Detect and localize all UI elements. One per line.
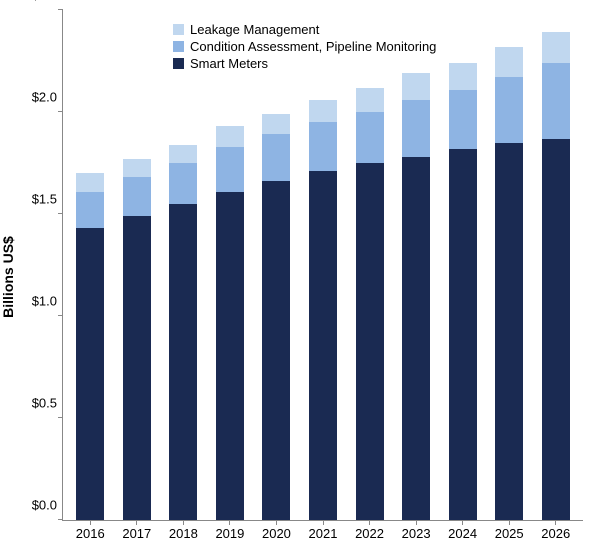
y-tick-label: $0.5 xyxy=(32,396,57,411)
y-tick-mark xyxy=(58,519,63,520)
bar-slot: 2018 xyxy=(160,10,207,520)
bar xyxy=(76,173,104,520)
bar-segment-condition_assessment xyxy=(402,100,430,157)
bar xyxy=(402,73,430,520)
bar-segment-condition_assessment xyxy=(309,122,337,171)
bar-segment-smart_meters xyxy=(495,143,523,520)
x-tick-mark xyxy=(136,520,137,525)
x-tick-label: 2018 xyxy=(169,526,198,541)
x-tick-mark xyxy=(276,520,277,525)
bar xyxy=(356,88,384,520)
bar-slot: 2026 xyxy=(532,10,579,520)
bar-slot: 2017 xyxy=(114,10,161,520)
bar-segment-leakage_management xyxy=(216,126,244,146)
bar-segment-smart_meters xyxy=(309,171,337,520)
bar-slot: 2020 xyxy=(253,10,300,520)
x-tick-mark xyxy=(229,520,230,525)
x-tick-label: 2023 xyxy=(402,526,431,541)
bar xyxy=(169,145,197,520)
bar-segment-condition_assessment xyxy=(216,147,244,192)
bar-segment-smart_meters xyxy=(76,228,104,520)
x-tick-label: 2021 xyxy=(309,526,338,541)
bar-segment-leakage_management xyxy=(169,145,197,163)
x-tick-mark xyxy=(416,520,417,525)
bar-segment-smart_meters xyxy=(449,149,477,520)
bar xyxy=(449,63,477,520)
bar-slot: 2016 xyxy=(67,10,114,520)
bar-segment-condition_assessment xyxy=(76,192,104,229)
bar-slot: 2021 xyxy=(300,10,347,520)
x-tick-mark xyxy=(369,520,370,525)
plot-area: Leakage ManagementCondition Assessment, … xyxy=(62,10,583,521)
x-tick-label: 2020 xyxy=(262,526,291,541)
bar-segment-leakage_management xyxy=(123,159,151,177)
x-tick-mark xyxy=(323,520,324,525)
bar-segment-smart_meters xyxy=(262,181,290,520)
bar-slot: 2022 xyxy=(346,10,393,520)
x-tick-label: 2026 xyxy=(541,526,570,541)
bar xyxy=(262,114,290,520)
bar-segment-smart_meters xyxy=(169,204,197,520)
bar-segment-condition_assessment xyxy=(169,163,197,204)
bars-wrap: 2016201720182019202020212022202320242025… xyxy=(63,10,583,520)
x-tick-mark xyxy=(509,520,510,525)
bar-segment-condition_assessment xyxy=(542,63,570,138)
bar-slot: 2024 xyxy=(439,10,486,520)
bar-segment-leakage_management xyxy=(449,63,477,90)
bar-segment-leakage_management xyxy=(309,100,337,122)
bar-segment-condition_assessment xyxy=(123,177,151,216)
x-tick-mark xyxy=(555,520,556,525)
bar-segment-smart_meters xyxy=(402,157,430,520)
y-tick-mark xyxy=(58,213,63,214)
bar-segment-leakage_management xyxy=(262,114,290,134)
bar xyxy=(542,32,570,520)
bar-segment-leakage_management xyxy=(356,88,384,112)
y-tick-label: $2.0 xyxy=(32,90,57,105)
bar-slot: 2019 xyxy=(207,10,254,520)
bar-segment-smart_meters xyxy=(356,163,384,520)
x-tick-label: 2016 xyxy=(76,526,105,541)
bar-segment-smart_meters xyxy=(542,139,570,520)
y-tick-label: $1.0 xyxy=(32,294,57,309)
bar-segment-leakage_management xyxy=(76,173,104,191)
x-tick-mark xyxy=(90,520,91,525)
bar xyxy=(309,100,337,520)
bar-segment-condition_assessment xyxy=(262,134,290,181)
bar-segment-condition_assessment xyxy=(356,112,384,163)
x-tick-mark xyxy=(462,520,463,525)
y-tick-label: $1.5 xyxy=(32,192,57,207)
bar-segment-leakage_management xyxy=(542,32,570,63)
bar-slot: 2025 xyxy=(486,10,533,520)
y-axis-title: Billions US$ xyxy=(0,236,16,318)
y-tick-mark xyxy=(58,417,63,418)
x-tick-mark xyxy=(183,520,184,525)
y-tick-mark xyxy=(58,9,63,10)
bar-slot: 2023 xyxy=(393,10,440,520)
bar-segment-leakage_management xyxy=(495,47,523,78)
bar-segment-condition_assessment xyxy=(495,77,523,142)
bar xyxy=(216,126,244,520)
x-tick-label: 2022 xyxy=(355,526,384,541)
x-tick-label: 2024 xyxy=(448,526,477,541)
x-tick-label: 2025 xyxy=(495,526,524,541)
y-tick-label: $2.5 xyxy=(32,0,57,3)
chart-container: Billions US$ Leakage ManagementCondition… xyxy=(0,0,601,553)
y-tick-label: $0.0 xyxy=(32,498,57,513)
bar-segment-smart_meters xyxy=(216,192,244,520)
bar-segment-leakage_management xyxy=(402,73,430,100)
y-tick-mark xyxy=(58,111,63,112)
x-tick-label: 2017 xyxy=(122,526,151,541)
bar-segment-condition_assessment xyxy=(449,90,477,149)
x-tick-label: 2019 xyxy=(215,526,244,541)
bar xyxy=(123,159,151,520)
bar-segment-smart_meters xyxy=(123,216,151,520)
bar xyxy=(495,47,523,520)
y-tick-mark xyxy=(58,315,63,316)
